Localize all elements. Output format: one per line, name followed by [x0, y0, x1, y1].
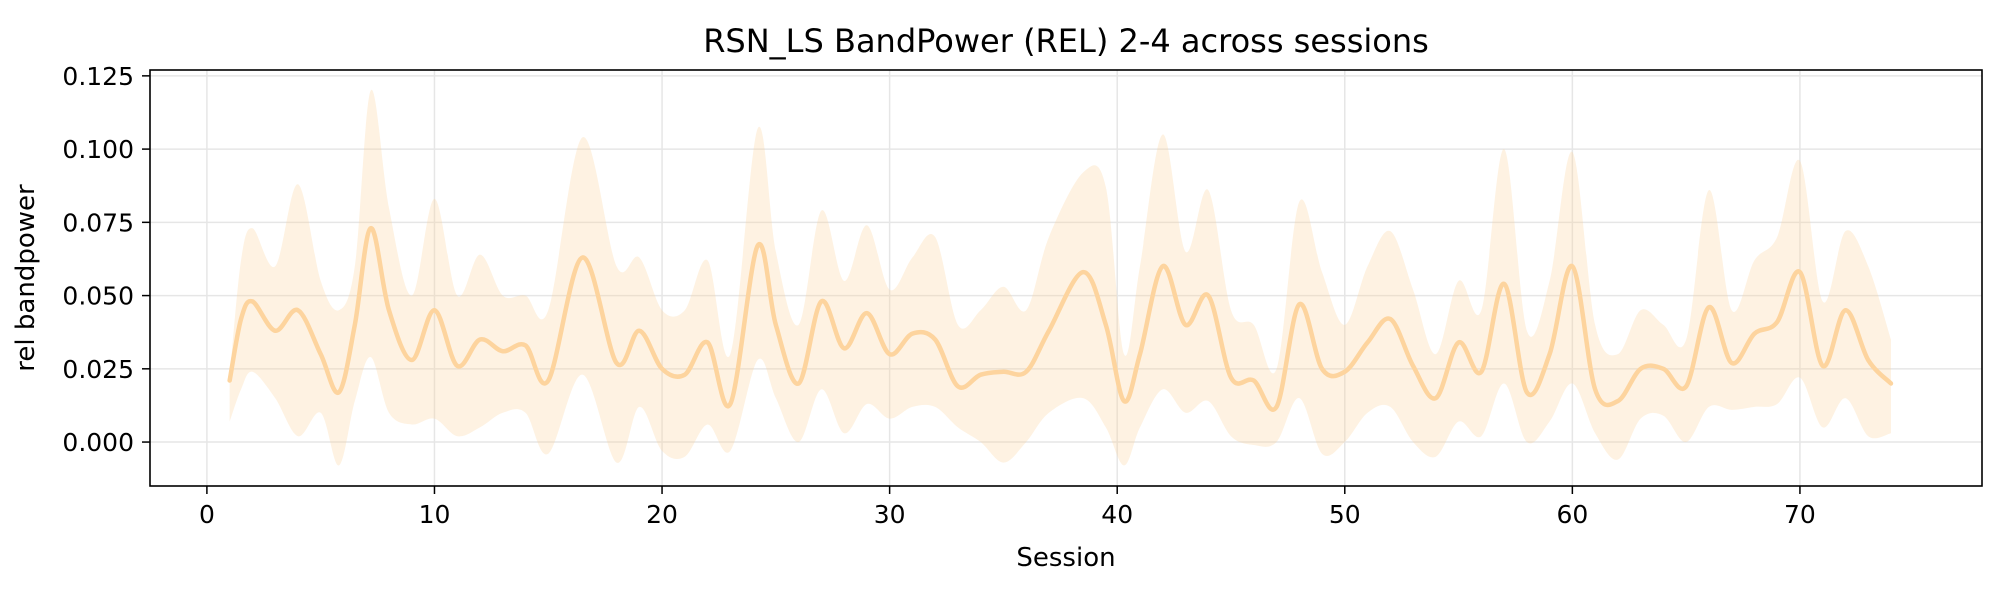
y-tick-label: 0.125 [62, 62, 134, 91]
y-tick-label: 0.025 [62, 355, 134, 384]
grid [150, 70, 1982, 486]
y-tick-label: 0.100 [62, 135, 134, 164]
x-tick-label: 0 [199, 500, 215, 529]
x-tick-label: 40 [1101, 500, 1133, 529]
y-axis-ticks: 0.000 0.025 0.050 0.075 0.100 0.125 [62, 62, 150, 457]
line-layer [227, 225, 1894, 412]
x-tick-label: 20 [646, 500, 678, 529]
chart-title: RSN_LS BandPower (REL) 2-4 across sessio… [703, 22, 1429, 60]
confidence-band [229, 89, 1891, 466]
plot-frame [149, 69, 1983, 487]
band-layer [229, 89, 1891, 466]
y-axis-label: rel bandpower [11, 184, 41, 372]
series-line [227, 225, 1894, 412]
y-tick-label: 0.075 [62, 208, 134, 237]
x-tick-label: 60 [1556, 500, 1588, 529]
x-tick-label: 30 [874, 500, 906, 529]
x-axis-label: Session [1016, 543, 1115, 573]
x-tick-label: 50 [1329, 500, 1361, 529]
y-tick-label: 0.050 [62, 282, 134, 311]
x-tick-label: 70 [1784, 500, 1816, 529]
y-tick-label: 0.000 [62, 428, 134, 457]
x-tick-label: 10 [419, 500, 451, 529]
x-axis-ticks: 0 10 20 30 40 50 60 70 [199, 486, 1816, 529]
